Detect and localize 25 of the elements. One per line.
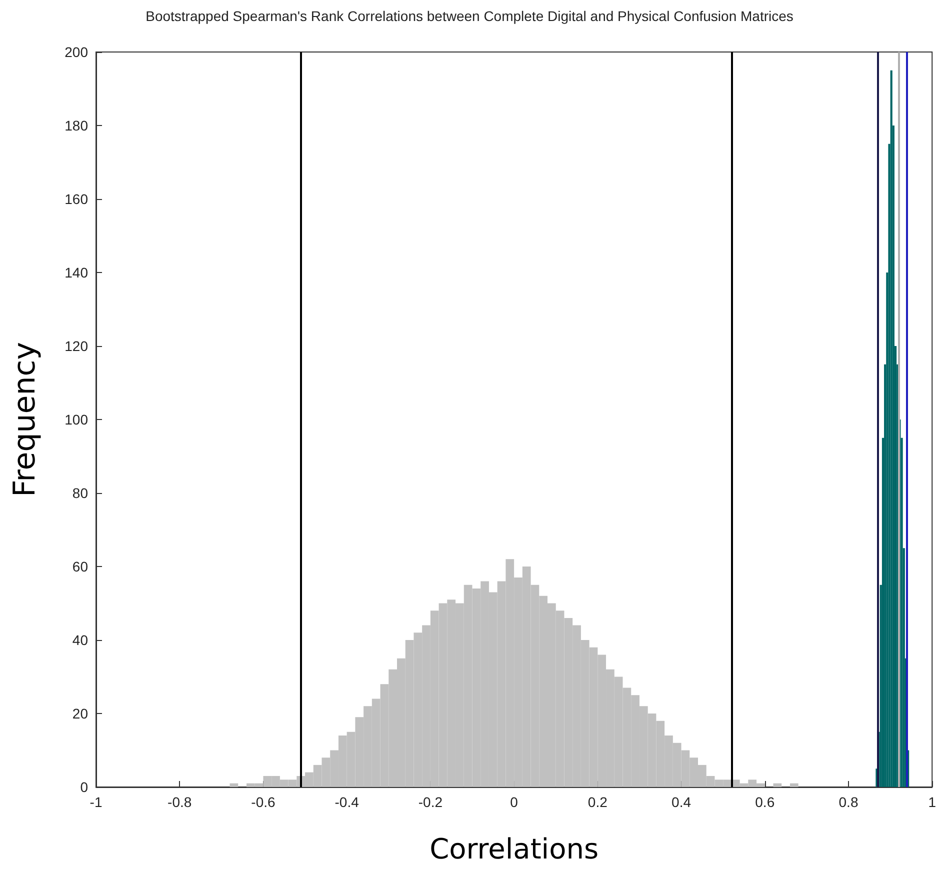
x-tick-label: 0.4 [672, 794, 692, 810]
y-tick-label: 120 [64, 338, 88, 354]
x-tick-label: 1 [928, 794, 936, 810]
y-tick-label: 80 [72, 485, 88, 501]
y-tick-label: 100 [64, 412, 88, 428]
x-tick-label: 0.6 [755, 794, 775, 810]
chart-title: Bootstrapped Spearman's Rank Correlations between Complete Digital and Physical Confusion Matrices [146, 8, 794, 24]
y-axis-title: Frequency [8, 342, 42, 497]
x-tick-label: 0 [510, 794, 518, 810]
y-tick-label: 180 [64, 118, 88, 134]
y-tick-label: 160 [64, 191, 88, 207]
x-tick-label: -1 [90, 794, 102, 810]
x-tick-label: 0.2 [588, 794, 608, 810]
x-tick-label: -0.4 [334, 794, 360, 810]
x-tick-label: -0.2 [418, 794, 443, 810]
y-tick-label: 200 [64, 44, 88, 60]
y-tick-label: 40 [72, 632, 88, 648]
y-tick-label: 140 [64, 264, 88, 280]
x-axis-title: Correlations [430, 832, 599, 866]
y-tick-label: 20 [72, 706, 88, 722]
y-tick-label: 60 [72, 558, 88, 574]
x-tick-label: -0.8 [168, 794, 192, 810]
y-tick-label: 0 [80, 779, 88, 795]
x-tick-label: -0.6 [251, 794, 276, 810]
x-tick-label: 0.8 [838, 794, 858, 810]
